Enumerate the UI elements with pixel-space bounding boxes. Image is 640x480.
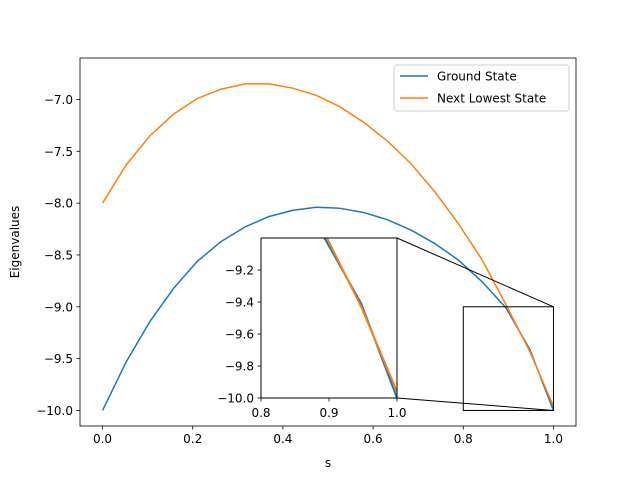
main-axes-frame [79, 57, 577, 427]
inset-plot: 0.8 0.9 1.0 −10.0 −9.8 −9.6 −9.4 −9.2 [217, 237, 407, 420]
y-tick-label: −7.5 [44, 145, 73, 159]
series-line-ground-state [101, 206, 555, 411]
y-tick-label: −8.0 [44, 197, 73, 211]
connector-line-top [396, 237, 554, 308]
inset-x-tick-label: 1.0 [387, 406, 406, 420]
inset-y-tick-label: −9.2 [225, 264, 254, 278]
zoom-box [462, 306, 554, 411]
y-tick-label: −7.0 [44, 93, 73, 107]
x-tick-label: 0.0 [93, 432, 112, 446]
inset-background [261, 238, 397, 398]
legend: Ground State Next Lowest State [393, 64, 570, 112]
connector-line-bottom [396, 397, 554, 411]
legend-label-next-lowest-state: Next Lowest State [437, 92, 546, 106]
zoom-connector-lines [396, 237, 554, 411]
inset-y-tick-label: −9.8 [225, 360, 254, 374]
inset-y-tick-label: −9.4 [225, 296, 254, 310]
inset-x-tick-label: 0.8 [251, 406, 270, 420]
main-plot: 0.0 0.2 0.4 0.6 0.8 1.0 −10.0 −9.5 −9.0 −8.5 −8.0… [36, 57, 577, 446]
y-tick-label: −10.0 [36, 404, 73, 418]
y-axis-label: Eigenvalues [8, 206, 22, 279]
inset-x-tick-label: 0.9 [319, 406, 338, 420]
x-tick-label: 0.2 [183, 432, 202, 446]
y-tick-label: −9.0 [44, 300, 73, 314]
x-axis-label: s [325, 456, 331, 470]
x-tick-label: 0.6 [364, 432, 383, 446]
legend-label-ground-state: Ground State [437, 70, 517, 84]
series-line-next-lowest-state [101, 83, 555, 407]
x-tick-label: 0.4 [273, 432, 292, 446]
y-tick-label: −9.5 [44, 352, 73, 366]
y-tick-label: −8.5 [44, 248, 73, 262]
x-tick-label: 0.8 [454, 432, 473, 446]
x-tick-label: 1.0 [544, 432, 563, 446]
legend-box [393, 64, 570, 112]
inset-y-tick-label: −9.6 [225, 328, 254, 342]
inset-y-tick-label: −10.0 [217, 392, 254, 406]
